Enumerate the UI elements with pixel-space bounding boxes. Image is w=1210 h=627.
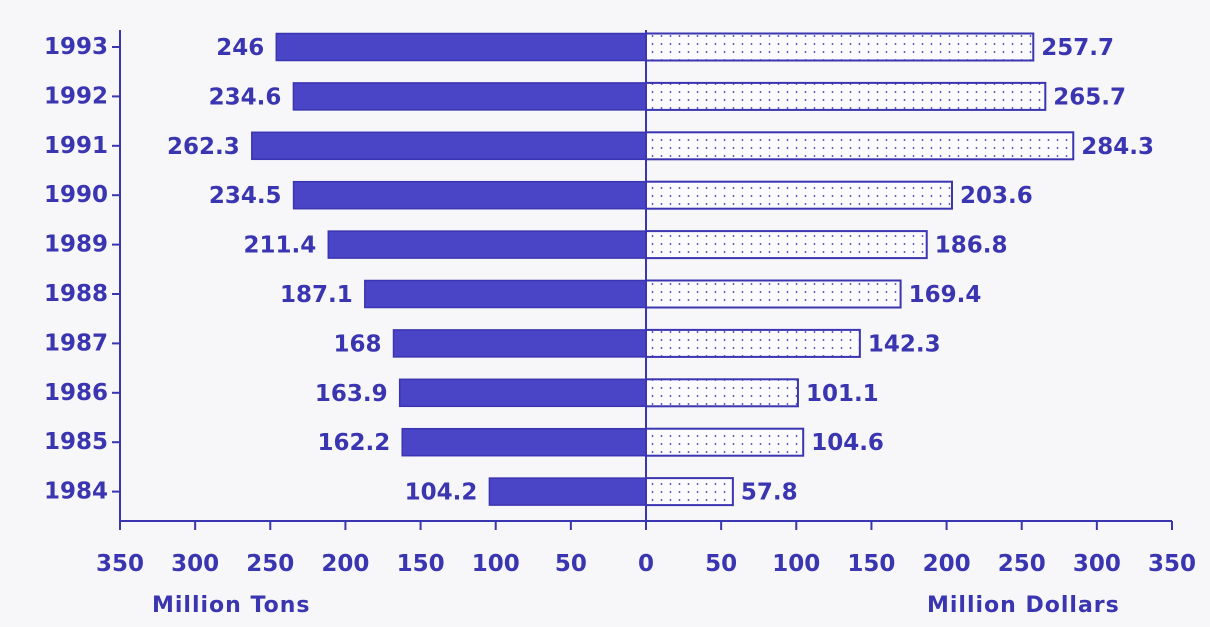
plot-area: 1993 246 257.7 1992 234.6 265.7 1991 262.3 284.3… (44, 30, 1196, 577)
bar-right-label: 284.3 (1081, 134, 1154, 160)
x-tick-label: 250 (998, 551, 1046, 577)
x-tick-label: 150 (847, 551, 895, 577)
bar-left-label: 163.9 (315, 381, 388, 407)
x-tick-label: 350 (96, 551, 144, 577)
bar-right-label: 142.3 (868, 331, 941, 357)
bar-right (645, 328, 861, 358)
bar-right-label: 169.4 (909, 282, 982, 308)
bar-right-label: 104.6 (811, 430, 884, 456)
y-tick-label: 1984 (44, 479, 108, 505)
y-tick-label: 1989 (44, 232, 108, 258)
x-tick-label: 250 (246, 551, 294, 577)
bar-left-label: 104.2 (405, 480, 478, 506)
bar-right (645, 230, 928, 260)
x-tick-label: 50 (705, 551, 737, 577)
bar-left-label: 187.1 (280, 282, 353, 308)
bar-right (645, 180, 953, 210)
y-tick-label: 1988 (44, 281, 108, 307)
bar-right (645, 477, 734, 507)
bar-right-label: 203.6 (960, 183, 1033, 209)
bar-right-label: 101.1 (806, 381, 879, 407)
y-tick-label: 1990 (44, 182, 108, 208)
y-tick-label: 1986 (44, 380, 108, 406)
x-tick-label: 300 (171, 551, 219, 577)
bar-left-label: 262.3 (167, 134, 240, 160)
bar-left-label: 168 (334, 331, 382, 357)
x-tick-label: 200 (923, 551, 971, 577)
bar-right (645, 131, 1075, 161)
x-tick-label: 350 (1148, 551, 1196, 577)
bar-left (392, 329, 647, 358)
bar-left (292, 82, 647, 111)
bar-right-label: 257.7 (1041, 35, 1114, 61)
bar-left-label: 211.4 (244, 233, 317, 259)
bar-left (488, 477, 647, 506)
x-tick-label: 50 (555, 551, 587, 577)
bar-right (645, 427, 805, 457)
x-axis-label-right: Million Dollars (927, 593, 1120, 618)
y-tick-label: 1985 (44, 429, 108, 455)
bar-left-label: 234.5 (209, 183, 282, 209)
x-tick-label: 150 (397, 551, 445, 577)
bar-left-label: 246 (216, 35, 264, 61)
y-tick-label: 1992 (44, 83, 108, 109)
bar-left (275, 32, 647, 62)
bar-right-label: 265.7 (1053, 84, 1126, 110)
bar-right (645, 279, 902, 309)
bar-left-label: 162.2 (317, 430, 390, 456)
bar-right (645, 81, 1047, 111)
x-tick-label: 100 (772, 551, 820, 577)
bar-left (292, 180, 647, 210)
bar-right-label: 186.8 (935, 233, 1008, 259)
bar-left (398, 378, 647, 408)
bar-left (364, 279, 647, 309)
bar-left (401, 427, 647, 457)
x-tick-label: 100 (472, 551, 520, 577)
bar-right (645, 378, 799, 408)
x-tick-label: 300 (1073, 551, 1121, 577)
bar-left (251, 131, 647, 161)
x-tick-label: 0 (638, 551, 654, 577)
x-axis-label-left: Million Tons (152, 593, 310, 618)
bar-right-label: 57.8 (741, 480, 798, 506)
bar-left (327, 230, 647, 259)
y-tick-label: 1991 (44, 133, 108, 159)
x-tick-label: 200 (321, 551, 369, 577)
bar-right (645, 32, 1035, 62)
y-tick-label: 1993 (44, 34, 108, 60)
bar-left-label: 234.6 (209, 84, 282, 110)
y-tick-label: 1987 (44, 330, 108, 356)
